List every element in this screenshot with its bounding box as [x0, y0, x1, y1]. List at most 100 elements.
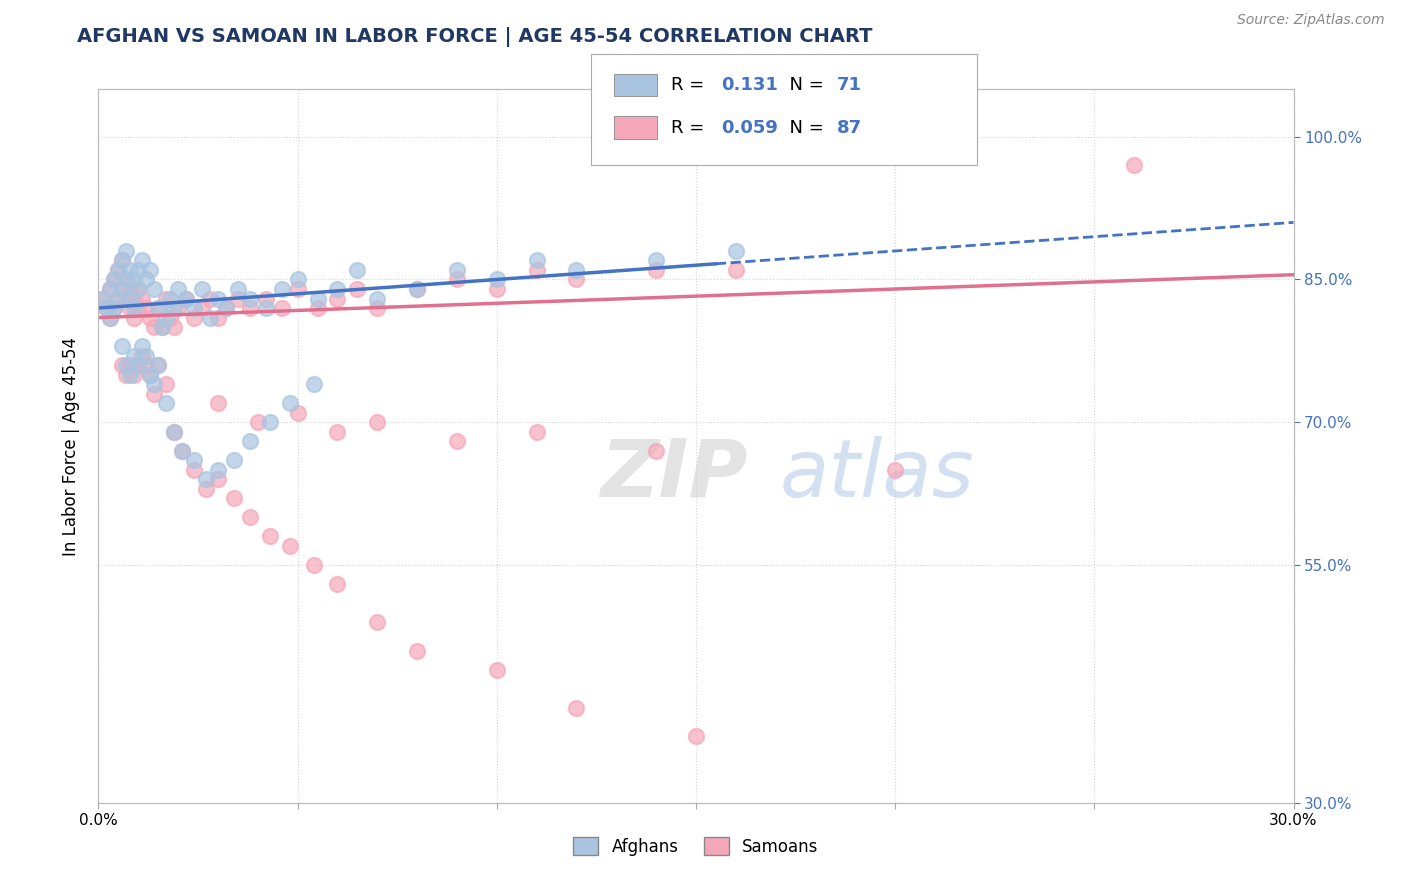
- Point: [226, 282, 249, 296]
- Point: [183, 463, 205, 477]
- Point: [270, 282, 292, 296]
- Point: [96, 301, 118, 315]
- Point: [1123, 158, 1146, 172]
- Point: [246, 415, 269, 429]
- Text: R =: R =: [671, 76, 716, 94]
- Text: ZIP: ZIP: [600, 435, 748, 514]
- Point: [111, 339, 134, 353]
- Point: [346, 282, 368, 296]
- Point: [150, 320, 173, 334]
- Point: [195, 472, 218, 486]
- Point: [127, 263, 149, 277]
- Legend: Afghans, Samoans: Afghans, Samoans: [567, 830, 825, 863]
- Point: [163, 425, 186, 439]
- Point: [326, 577, 349, 591]
- Point: [139, 368, 162, 382]
- Point: [198, 292, 221, 306]
- Point: [120, 263, 142, 277]
- Point: [172, 443, 194, 458]
- Point: [135, 349, 157, 363]
- Point: [124, 310, 146, 325]
- Point: [107, 292, 129, 306]
- Point: [115, 272, 138, 286]
- Point: [565, 263, 588, 277]
- Point: [148, 358, 170, 372]
- Point: [326, 282, 349, 296]
- Point: [724, 263, 747, 277]
- Point: [131, 339, 153, 353]
- Point: [278, 396, 301, 410]
- Point: [135, 358, 157, 372]
- Point: [98, 310, 122, 325]
- Point: [120, 282, 142, 296]
- Point: [127, 358, 149, 372]
- Point: [565, 700, 588, 714]
- Point: [124, 292, 146, 306]
- Text: 0.131: 0.131: [721, 76, 778, 94]
- Point: [724, 244, 747, 258]
- Point: [143, 282, 166, 296]
- Point: [183, 453, 205, 467]
- Point: [120, 292, 142, 306]
- Point: [191, 301, 214, 315]
- Point: [139, 368, 162, 382]
- Point: [326, 292, 349, 306]
- Point: [91, 292, 114, 306]
- Point: [207, 292, 229, 306]
- Point: [115, 244, 138, 258]
- Text: atlas: atlas: [779, 435, 974, 514]
- Point: [159, 292, 181, 306]
- Point: [207, 463, 229, 477]
- Point: [446, 263, 468, 277]
- Point: [155, 396, 177, 410]
- Point: [131, 292, 153, 306]
- Point: [163, 301, 186, 315]
- Point: [143, 320, 166, 334]
- Point: [287, 272, 309, 286]
- Point: [127, 282, 149, 296]
- Point: [526, 263, 548, 277]
- Point: [302, 377, 325, 392]
- Point: [207, 396, 229, 410]
- Point: [143, 386, 166, 401]
- Point: [115, 292, 138, 306]
- Point: [163, 425, 186, 439]
- Point: [143, 377, 166, 392]
- Point: [195, 482, 218, 496]
- Point: [346, 263, 368, 277]
- Point: [191, 282, 214, 296]
- Point: [226, 292, 249, 306]
- Point: [207, 310, 229, 325]
- Point: [124, 368, 146, 382]
- Point: [155, 310, 177, 325]
- Point: [150, 320, 173, 334]
- Point: [685, 729, 707, 743]
- Point: [446, 434, 468, 449]
- Text: 87: 87: [837, 119, 862, 136]
- Point: [111, 253, 134, 268]
- Point: [254, 292, 277, 306]
- Point: [115, 368, 138, 382]
- Point: [215, 301, 238, 315]
- Point: [366, 301, 388, 315]
- Point: [107, 263, 129, 277]
- Point: [645, 263, 668, 277]
- Point: [111, 253, 134, 268]
- Point: [98, 282, 122, 296]
- Point: [222, 453, 245, 467]
- Point: [163, 320, 186, 334]
- Point: [148, 301, 170, 315]
- Point: [485, 663, 508, 677]
- Point: [135, 301, 157, 315]
- Point: [167, 301, 190, 315]
- Point: [172, 443, 194, 458]
- Point: [107, 292, 129, 306]
- Point: [406, 282, 429, 296]
- Point: [307, 301, 329, 315]
- Point: [302, 558, 325, 572]
- Point: [485, 272, 508, 286]
- Point: [124, 301, 146, 315]
- Point: [107, 263, 129, 277]
- Text: R =: R =: [671, 119, 716, 136]
- Point: [111, 282, 134, 296]
